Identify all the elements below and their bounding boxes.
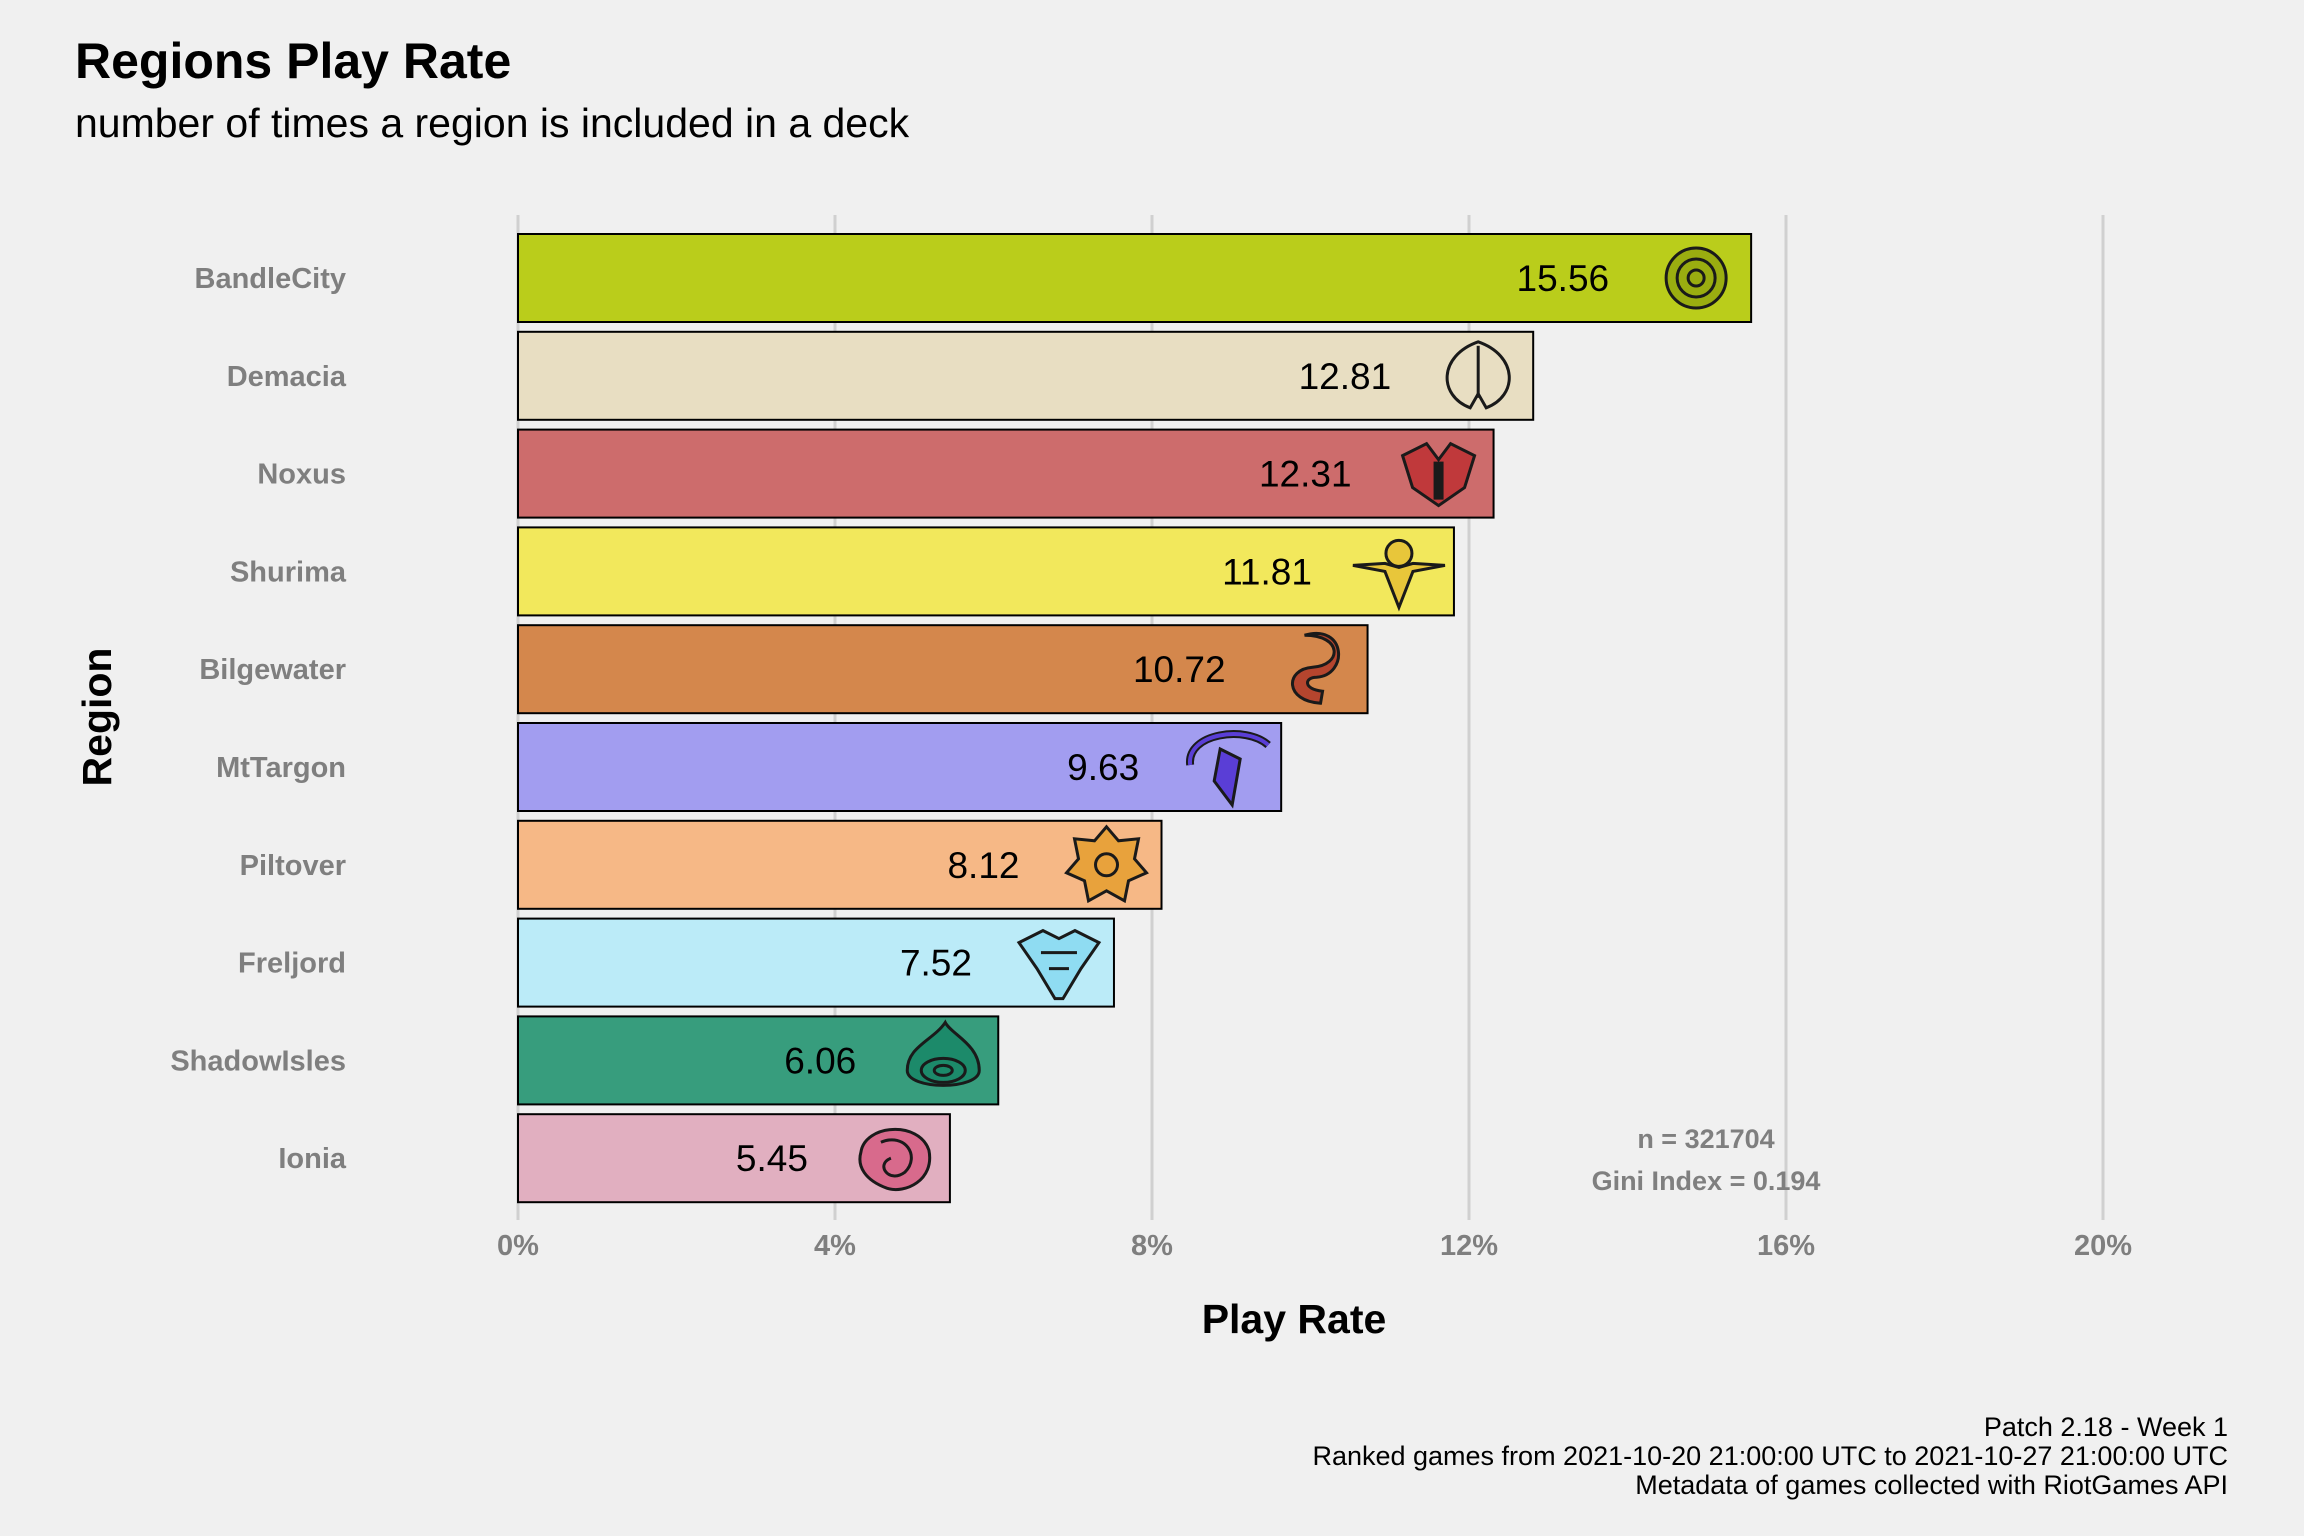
y-tick-label: Noxus	[257, 459, 346, 491]
x-tick-label: 8%	[1131, 1230, 1173, 1262]
bar-shadowisles	[517, 1015, 1000, 1106]
chart-title: Regions Play Rate	[75, 33, 512, 89]
shadowisles-icon	[905, 1019, 981, 1087]
y-tick-label: Demacia	[227, 361, 347, 393]
chart-subtitle: number of times a region is included in …	[75, 100, 910, 146]
y-tick-label: BandleCity	[195, 263, 346, 295]
bilgewater-icon	[1291, 631, 1340, 705]
bar-value-label: 10.72	[1133, 649, 1226, 690]
bar-value-label: 8.12	[947, 845, 1019, 886]
y-tick-label: Ionia	[278, 1143, 347, 1175]
x-axis-title: Play Rate	[1202, 1296, 1387, 1342]
x-tick-label: 4%	[814, 1230, 856, 1262]
y-tick-labels: BandleCity Demacia Noxus Shurima Bilgewater M…	[170, 263, 347, 1175]
bar-value-label: 7.52	[900, 943, 972, 984]
ionia-icon	[858, 1127, 932, 1191]
bar-bandlecity	[517, 233, 1753, 323]
piltover-icon	[1064, 824, 1149, 904]
y-tick-label: Shurima	[230, 556, 347, 588]
mttargon-icon	[1186, 730, 1271, 809]
bar-value-label: 12.31	[1259, 454, 1352, 495]
bar-noxus	[517, 428, 1495, 519]
y-tick-label: Bilgewater	[199, 654, 346, 686]
x-tick-labels: 0% 4% 8% 12% 16% 20%	[497, 1230, 2132, 1262]
annotation-n: n = 321704	[1637, 1124, 1774, 1154]
y-axis-title: Region	[74, 648, 120, 787]
caption: Patch 2.18 - Week 1 Ranked games from 20…	[1312, 1413, 2228, 1500]
demacia-icon	[1445, 340, 1511, 410]
bar-value-label: 15.56	[1517, 258, 1610, 299]
bar-freljord	[517, 917, 1115, 1008]
bar-value-label: 5.45	[736, 1138, 808, 1179]
x-tick-label: 0%	[497, 1230, 539, 1262]
x-tick-label: 16%	[1757, 1230, 1815, 1262]
bar-demacia	[517, 330, 1535, 421]
bar-value-label: 11.81	[1222, 551, 1312, 592]
freljord-icon	[1016, 928, 1102, 1001]
bar-bilgewater	[517, 624, 1369, 715]
bars: 15.56 12.81 12.31 11.81 10.72 9.63 8.12 7.52 6.0…	[517, 233, 1753, 1204]
bar-value-label: 12.81	[1299, 356, 1392, 397]
bar-value-label: 6.06	[784, 1040, 856, 1081]
bandlecity-icon	[1664, 246, 1728, 310]
y-tick-label: Piltover	[240, 850, 346, 882]
annotation-gini: Gini Index = 0.194	[1592, 1166, 1821, 1196]
x-tick-label: 12%	[1440, 1230, 1498, 1262]
noxus-icon	[1400, 441, 1477, 508]
bar-piltover	[517, 819, 1163, 910]
y-tick-label: ShadowIsles	[170, 1045, 346, 1077]
bar-shurima	[517, 526, 1455, 617]
x-tick-label: 20%	[2074, 1230, 2132, 1262]
caption-source: Metadata of games collected with RiotGam…	[1635, 1470, 2228, 1500]
bar-value-label: 9.63	[1067, 747, 1139, 788]
caption-patch: Patch 2.18 - Week 1	[1983, 1412, 2228, 1442]
caption-date-range: Ranked games from 2021-10-20 21:00:00 UT…	[1312, 1441, 2228, 1471]
bar-mttargon	[517, 722, 1283, 812]
shurima-icon	[1352, 538, 1446, 612]
y-tick-label: MtTargon	[216, 752, 346, 784]
y-tick-label: Freljord	[238, 948, 346, 980]
